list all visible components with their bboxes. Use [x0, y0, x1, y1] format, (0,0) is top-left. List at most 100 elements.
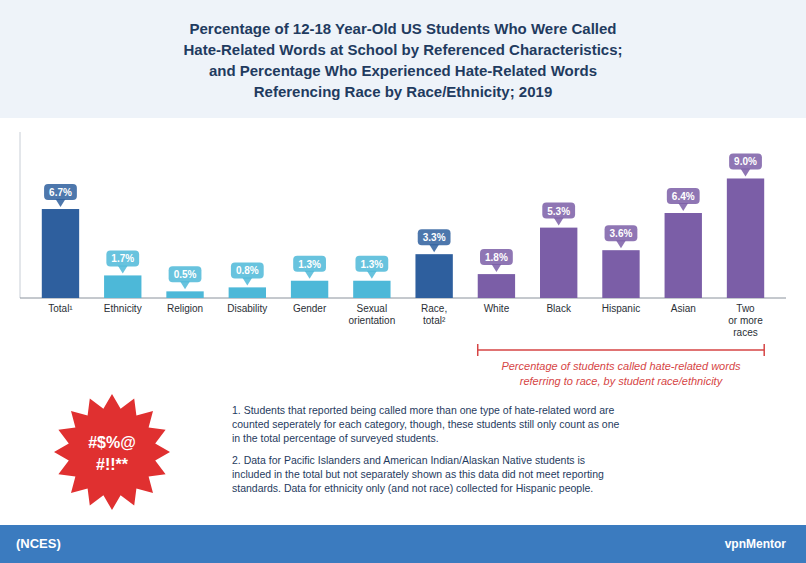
text-line: Race,	[421, 303, 447, 314]
bar	[727, 178, 764, 298]
data-label: 0.8%	[236, 265, 259, 276]
data-label: 5.3%	[547, 206, 570, 217]
text-line: 1. Students that reported being called m…	[232, 404, 614, 416]
text-line: Percentage of 12-18 Year-Old US Students…	[189, 20, 616, 37]
footer-brand: vpnMentor	[725, 537, 787, 551]
bar	[229, 287, 266, 298]
data-label: 1.7%	[111, 253, 134, 264]
text-line: orientation	[349, 315, 396, 326]
label-pointer	[554, 218, 564, 226]
label-bubble	[44, 184, 77, 200]
bracket	[478, 344, 764, 356]
label-bubble	[729, 153, 762, 169]
label-pointer	[305, 271, 315, 279]
category-label: Twoor moreraces	[728, 303, 763, 338]
footer-band	[0, 525, 806, 563]
data-label: 1.3%	[298, 259, 321, 270]
label-bubble	[231, 262, 264, 278]
category-label: White	[484, 303, 510, 314]
text-line: counted seperately for each category, th…	[232, 418, 620, 430]
note: 2. Data for Pacific Islanders and Americ…	[232, 454, 604, 494]
label-bubble	[355, 256, 388, 272]
text-line: 2. Data for Pacific Islanders and Americ…	[232, 454, 585, 466]
data-labels: 6.7% 1.7% 0.5% 0.8% 1.3% 1.3% 3.3% 1.8% 5.3% 3.6%…	[44, 153, 762, 289]
text-line: standards. Data for ethnicity only (and …	[232, 482, 593, 494]
chart-container: Percentage of 12-18 Year-Old US Students…	[0, 0, 806, 563]
bar	[665, 213, 702, 298]
text-line: Asian	[671, 303, 696, 314]
bar	[104, 275, 141, 298]
bar	[166, 291, 203, 298]
text-line: Hate-Related Words at School by Referenc…	[183, 41, 622, 58]
text-line: races	[733, 327, 757, 338]
text-line: Total¹	[48, 303, 73, 314]
label-bubble	[418, 229, 451, 245]
data-label: 6.7%	[49, 187, 72, 198]
bar	[602, 250, 639, 298]
bar	[291, 281, 328, 298]
data-label: 6.4%	[672, 191, 695, 202]
label-bubble	[542, 203, 575, 219]
text-line: Ethnicity	[104, 303, 142, 314]
text-line: total²	[423, 315, 446, 326]
bar	[540, 228, 577, 298]
category-label: Total¹	[48, 303, 73, 314]
text-line: Percentage of students called hate-relat…	[501, 360, 741, 372]
label-pointer	[491, 264, 501, 272]
label-bubble	[480, 249, 513, 265]
text-line: Gender	[293, 303, 327, 314]
category-labels: Total¹ Ethnicity Religion Disability Gender S…	[48, 303, 763, 338]
text-line: Religion	[167, 303, 203, 314]
label-pointer	[616, 240, 626, 248]
data-label: 0.5%	[174, 269, 197, 280]
text-line: or more	[728, 315, 763, 326]
label-pointer	[180, 281, 190, 289]
label-pointer	[118, 265, 128, 273]
bar	[415, 254, 452, 298]
bars	[42, 178, 764, 298]
category-label: Asian	[671, 303, 696, 314]
text-line: Hispanic	[602, 303, 640, 314]
category-label: Disability	[227, 303, 267, 314]
category-label: Black	[546, 303, 571, 314]
label-bubble	[169, 266, 202, 282]
title: Percentage of 12-18 Year-Old US Students…	[183, 20, 622, 100]
starburst	[54, 394, 170, 510]
text-line: referring to race, by student race/ethni…	[520, 375, 724, 387]
label-bubble	[293, 256, 326, 272]
data-label: 3.6%	[610, 228, 633, 239]
label-pointer	[242, 277, 252, 285]
label-pointer	[429, 244, 439, 252]
data-label: 1.8%	[485, 252, 508, 263]
text-line: in the total percentage of surveyed stud…	[232, 432, 439, 444]
bar	[478, 274, 515, 298]
text-line: White	[484, 303, 510, 314]
data-label: 3.3%	[423, 232, 446, 243]
label-pointer	[741, 168, 751, 176]
text-line: Disability	[227, 303, 267, 314]
label-pointer	[678, 203, 688, 211]
chart-svg: Percentage of 12-18 Year-Old US Students…	[0, 0, 806, 563]
footer-source: (NCES)	[16, 536, 61, 551]
bar	[42, 209, 79, 298]
bar	[353, 281, 390, 298]
data-label: 9.0%	[734, 156, 757, 167]
data-label: 1.3%	[360, 259, 383, 270]
category-label: Race,total²	[421, 303, 447, 326]
background	[0, 0, 806, 563]
category-label: Hispanic	[602, 303, 640, 314]
starburst-text: #!!**	[96, 456, 129, 473]
starburst-text: #$%@	[88, 434, 136, 451]
text-line: Two	[736, 303, 755, 314]
y-axis-line	[20, 132, 21, 298]
category-label: Gender	[293, 303, 327, 314]
text-line: Referencing Race by Race/Ethnicity; 2019	[254, 83, 552, 100]
label-bubble	[106, 250, 139, 266]
label-bubble	[605, 225, 638, 241]
text-line: included in the total but not separately…	[232, 468, 604, 480]
annotation: Percentage of students called hate-relat…	[501, 360, 741, 387]
note: 1. Students that reported being called m…	[232, 404, 620, 444]
category-label: Sexualorientation	[349, 303, 396, 326]
label-pointer	[367, 271, 377, 279]
label-pointer	[55, 199, 65, 207]
